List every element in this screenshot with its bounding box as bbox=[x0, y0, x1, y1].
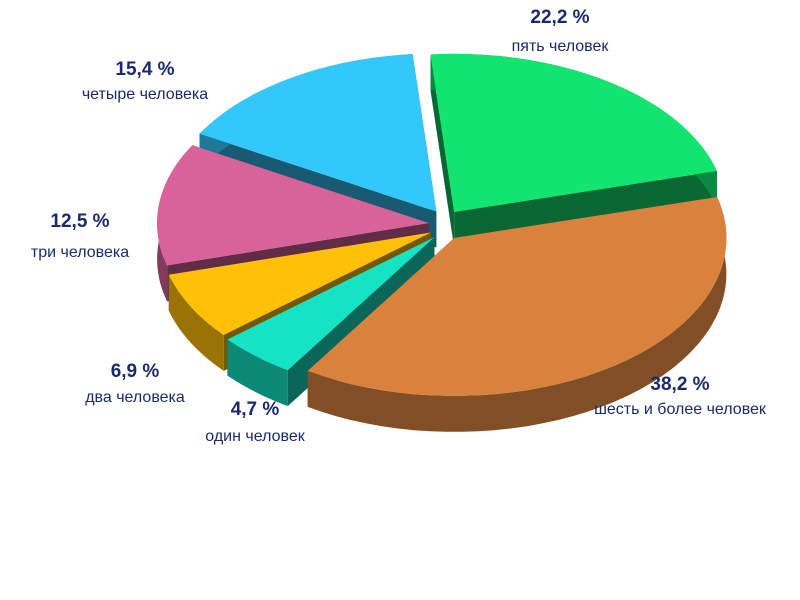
slice bbox=[430, 53, 717, 212]
slice bbox=[199, 54, 437, 212]
slice-side bbox=[307, 197, 727, 432]
value-label: 4,7 % bbox=[231, 399, 280, 420]
category-label: четыре человека bbox=[82, 86, 208, 103]
value-label: 22,2 % bbox=[530, 7, 589, 28]
category-label: шесть и более человек bbox=[594, 401, 767, 418]
category-label: пять человек bbox=[512, 38, 610, 55]
value-label: 15,4 % bbox=[115, 59, 174, 80]
category-label: два человека bbox=[85, 389, 185, 406]
category-label: три человека bbox=[31, 244, 129, 261]
value-label: 38,2 % bbox=[650, 374, 709, 395]
category-label: один человек bbox=[205, 428, 305, 445]
pie-tops bbox=[157, 53, 727, 396]
slice bbox=[227, 237, 435, 371]
slice-side bbox=[168, 274, 224, 371]
labels: 22,2 % пять человек 38,2 % шесть и более че… bbox=[31, 7, 767, 445]
slice bbox=[157, 145, 430, 266]
slice bbox=[168, 232, 431, 335]
value-label: 6,9 % bbox=[111, 361, 160, 382]
slice-edge bbox=[430, 54, 455, 248]
slice bbox=[307, 197, 727, 396]
slice-side bbox=[227, 339, 288, 407]
value-label: 12,5 % bbox=[50, 211, 109, 232]
